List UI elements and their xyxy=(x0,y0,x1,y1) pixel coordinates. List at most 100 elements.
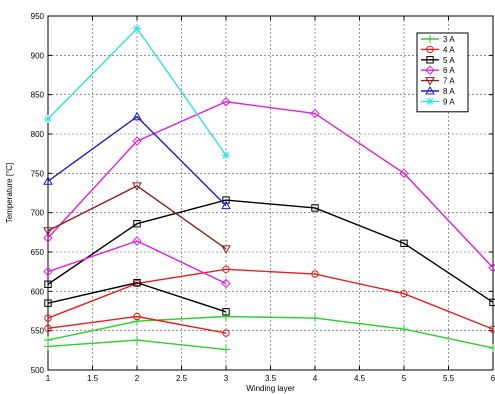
data-point xyxy=(489,298,495,307)
data-point xyxy=(489,343,495,352)
data-point xyxy=(133,24,141,33)
series-line xyxy=(47,101,494,269)
series-6-a xyxy=(43,97,495,289)
data-point xyxy=(221,97,231,107)
data-point xyxy=(221,200,231,210)
y-tick-label: 650 xyxy=(31,248,45,257)
data-point xyxy=(133,336,141,345)
data-point xyxy=(221,278,231,289)
legend-label: 3 A xyxy=(443,35,455,44)
x-tick-label: 6 xyxy=(491,374,495,383)
data-point xyxy=(311,270,319,278)
data-point xyxy=(222,312,230,321)
data-point xyxy=(399,168,409,179)
data-point xyxy=(400,239,408,248)
data-point xyxy=(133,317,141,326)
x-tick-label: 1 xyxy=(46,374,51,383)
legend-label: 7 A xyxy=(443,77,455,86)
data-point xyxy=(133,219,141,228)
legend-label: 9 A xyxy=(443,97,455,106)
x-tick-label: 3.5 xyxy=(265,374,277,383)
y-tick-label: 500 xyxy=(31,366,45,375)
series-line xyxy=(47,268,494,330)
x-tick-label: 3 xyxy=(224,374,229,383)
series-8-a xyxy=(43,111,231,210)
y-tick-label: 950 xyxy=(31,12,45,21)
data-point xyxy=(44,280,52,288)
data-point xyxy=(426,45,434,54)
data-point xyxy=(311,204,319,212)
series-3-a xyxy=(44,312,495,354)
y-tick-label: 600 xyxy=(31,287,45,296)
data-point xyxy=(311,314,319,323)
y-tick-label: 700 xyxy=(31,209,45,218)
series-4-a xyxy=(44,265,495,337)
data-point xyxy=(488,263,495,273)
x-axis-label: Winding layer xyxy=(246,384,295,393)
data-point xyxy=(43,266,53,277)
data-point xyxy=(133,312,141,321)
data-point xyxy=(400,325,408,334)
series-line xyxy=(47,240,227,285)
x-tick-label: 4.5 xyxy=(354,374,366,383)
series-line xyxy=(47,281,227,313)
data-point xyxy=(426,56,434,64)
data-point xyxy=(43,176,53,185)
series-line xyxy=(47,199,494,303)
y-tick-label: 800 xyxy=(31,130,45,139)
data-point xyxy=(400,289,408,298)
legend-entry: 8 A xyxy=(421,85,455,96)
series-line xyxy=(47,185,227,250)
data-point xyxy=(132,236,142,246)
data-point xyxy=(44,299,52,307)
legend-box xyxy=(416,32,469,113)
x-tick-label: 2.5 xyxy=(176,374,188,383)
data-point xyxy=(133,278,141,287)
data-point xyxy=(222,345,230,354)
x-tick-label: 5 xyxy=(402,374,407,383)
data-point xyxy=(44,314,52,322)
data-point xyxy=(221,245,231,254)
data-point xyxy=(132,136,142,146)
data-point xyxy=(132,111,142,121)
data-point xyxy=(426,35,434,43)
legend-entry: 3 A xyxy=(421,35,455,44)
series-line xyxy=(47,315,494,349)
data-point xyxy=(310,108,320,119)
series-line xyxy=(47,115,227,207)
series-layer xyxy=(43,24,495,354)
legend-entry: 4 A xyxy=(421,45,455,54)
x-tick-label: 2 xyxy=(135,374,140,383)
legend-entry: 6 A xyxy=(421,65,455,75)
series-9-a xyxy=(44,24,230,160)
legend-label: 5 A xyxy=(443,56,455,65)
data-point xyxy=(426,97,434,106)
grid xyxy=(48,16,493,370)
data-point xyxy=(222,151,230,160)
legend-label: 6 A xyxy=(443,66,455,75)
x-tick-label: 4 xyxy=(313,374,318,383)
data-point xyxy=(222,196,230,204)
data-point xyxy=(425,65,435,75)
x-tick-label: 1.5 xyxy=(87,374,99,383)
y-axis-label: Temperature [°C] xyxy=(5,163,14,224)
legend-entry: 5 A xyxy=(421,56,455,65)
data-point xyxy=(222,329,230,337)
x-tick-label: 5.5 xyxy=(443,374,455,383)
data-point xyxy=(222,265,230,274)
data-point xyxy=(425,77,435,86)
legend: 3 A4 A 5 A6 A 7 A8 A9 A xyxy=(416,32,469,113)
legend-label: 8 A xyxy=(443,87,455,96)
axis-ticks: 1 1.5 2 2.5 3 3.5 4 4.5 5 5.5 6 500 550 600 650 700 750 8… xyxy=(31,12,495,383)
data-point xyxy=(43,227,53,236)
legend-entry: 9 A xyxy=(421,97,455,106)
data-point xyxy=(44,324,52,333)
series-line xyxy=(47,315,227,334)
data-point xyxy=(43,233,53,243)
data-point xyxy=(44,342,52,351)
data-point xyxy=(489,325,495,333)
y-tick-label: 750 xyxy=(31,169,45,178)
y-tick-label: 900 xyxy=(31,51,45,60)
